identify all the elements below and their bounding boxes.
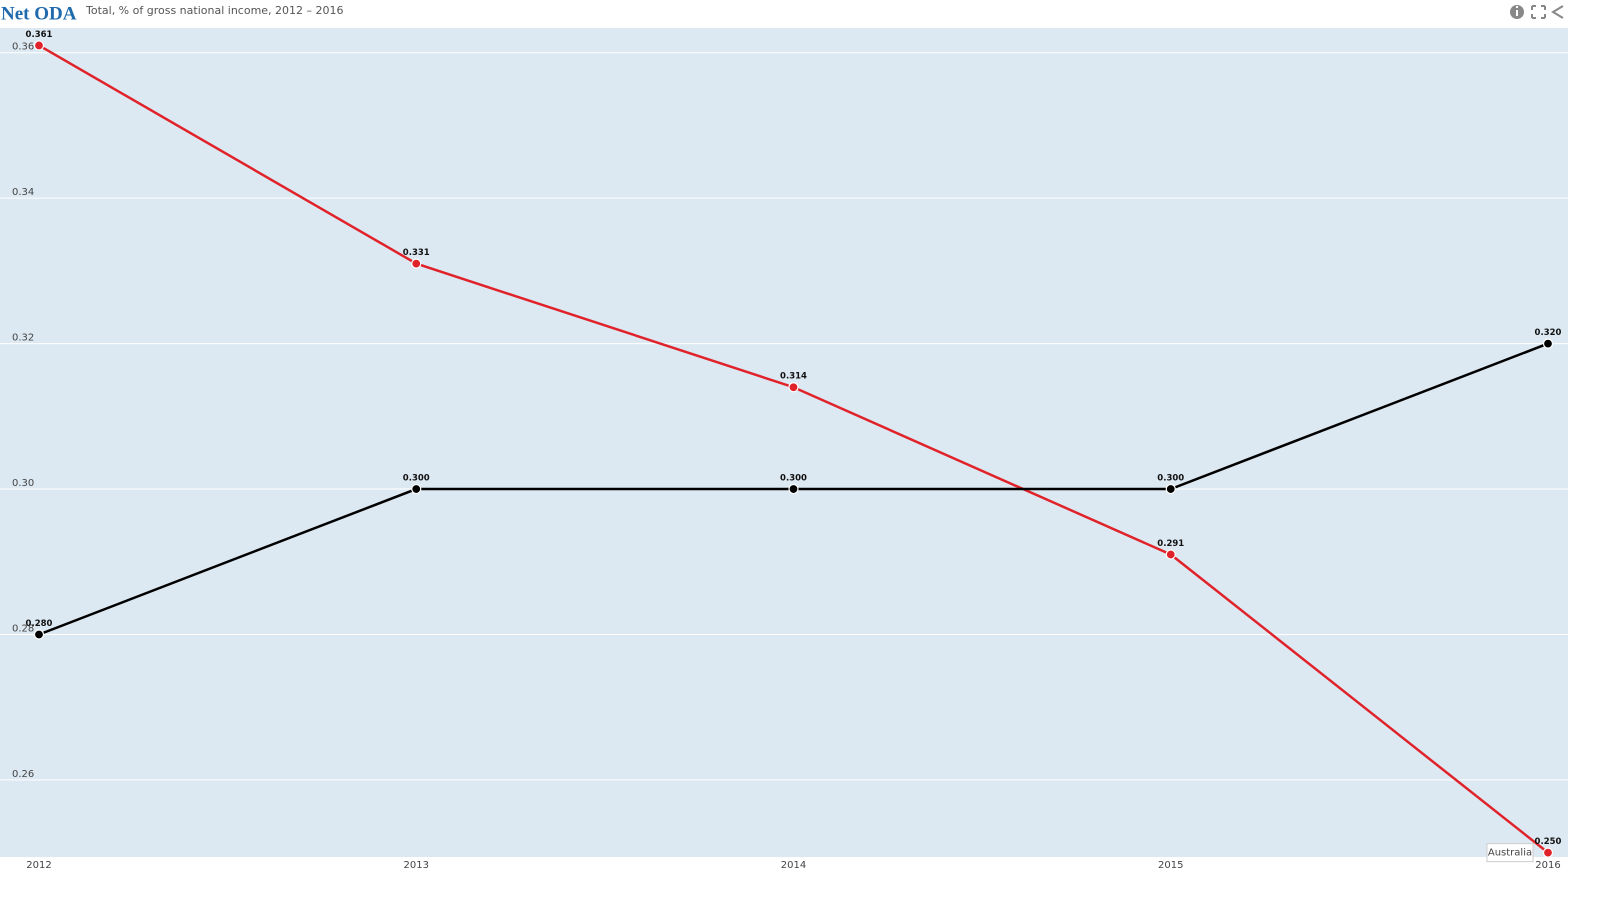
- data-label: 0.291: [1157, 539, 1184, 549]
- y-tick-label: 0.30: [12, 478, 34, 489]
- data-point: [33, 40, 45, 51]
- x-tick-label: 2013: [404, 860, 429, 871]
- data-point: [1165, 483, 1176, 495]
- data-point: [788, 483, 799, 495]
- y-tick-label: 0.28: [12, 623, 34, 634]
- data-label: 0.300: [403, 474, 430, 484]
- data-label: 0.314: [780, 372, 807, 382]
- y-tick-label: 0.34: [12, 187, 34, 198]
- chart-title: Net ODA: [1, 3, 77, 24]
- chart-subtitle: Total, % of gross national income, 2012 …: [85, 4, 344, 17]
- data-label: 0.320: [1535, 328, 1562, 338]
- data-point: [411, 258, 422, 269]
- fullscreen-icon[interactable]: [1531, 5, 1546, 19]
- toolbar[interactable]: [1510, 5, 1564, 19]
- data-label: 0.300: [1157, 474, 1184, 484]
- data-point: [788, 382, 799, 393]
- y-tick-label: 0.36: [12, 42, 34, 53]
- data-point: [1542, 847, 1554, 858]
- info-glyph: [1516, 6, 1518, 8]
- info-glyph: [1516, 10, 1518, 16]
- data-label: 0.361: [26, 30, 53, 40]
- data-label: 0.331: [403, 248, 430, 258]
- y-tick-label: 0.32: [12, 333, 34, 344]
- x-tick-label: 2012: [26, 860, 51, 871]
- plot-area: [0, 28, 1568, 857]
- data-label: 0.300: [780, 474, 807, 484]
- data-point: [33, 629, 45, 640]
- data-point: [1542, 338, 1554, 349]
- x-tick-label: 2016: [1535, 860, 1560, 871]
- x-tick-label: 2014: [781, 860, 806, 871]
- data-label: 0.280: [26, 619, 53, 629]
- share-icon[interactable]: [1551, 5, 1564, 19]
- series-label: Australia: [1488, 848, 1532, 859]
- data-point: [1165, 549, 1176, 560]
- series-label-box: [1486, 843, 1534, 863]
- data-point: [411, 483, 422, 495]
- y-tick-label: 0.26: [12, 769, 34, 780]
- data-label: 0.250: [1535, 837, 1562, 847]
- x-tick-label: 2015: [1158, 860, 1183, 871]
